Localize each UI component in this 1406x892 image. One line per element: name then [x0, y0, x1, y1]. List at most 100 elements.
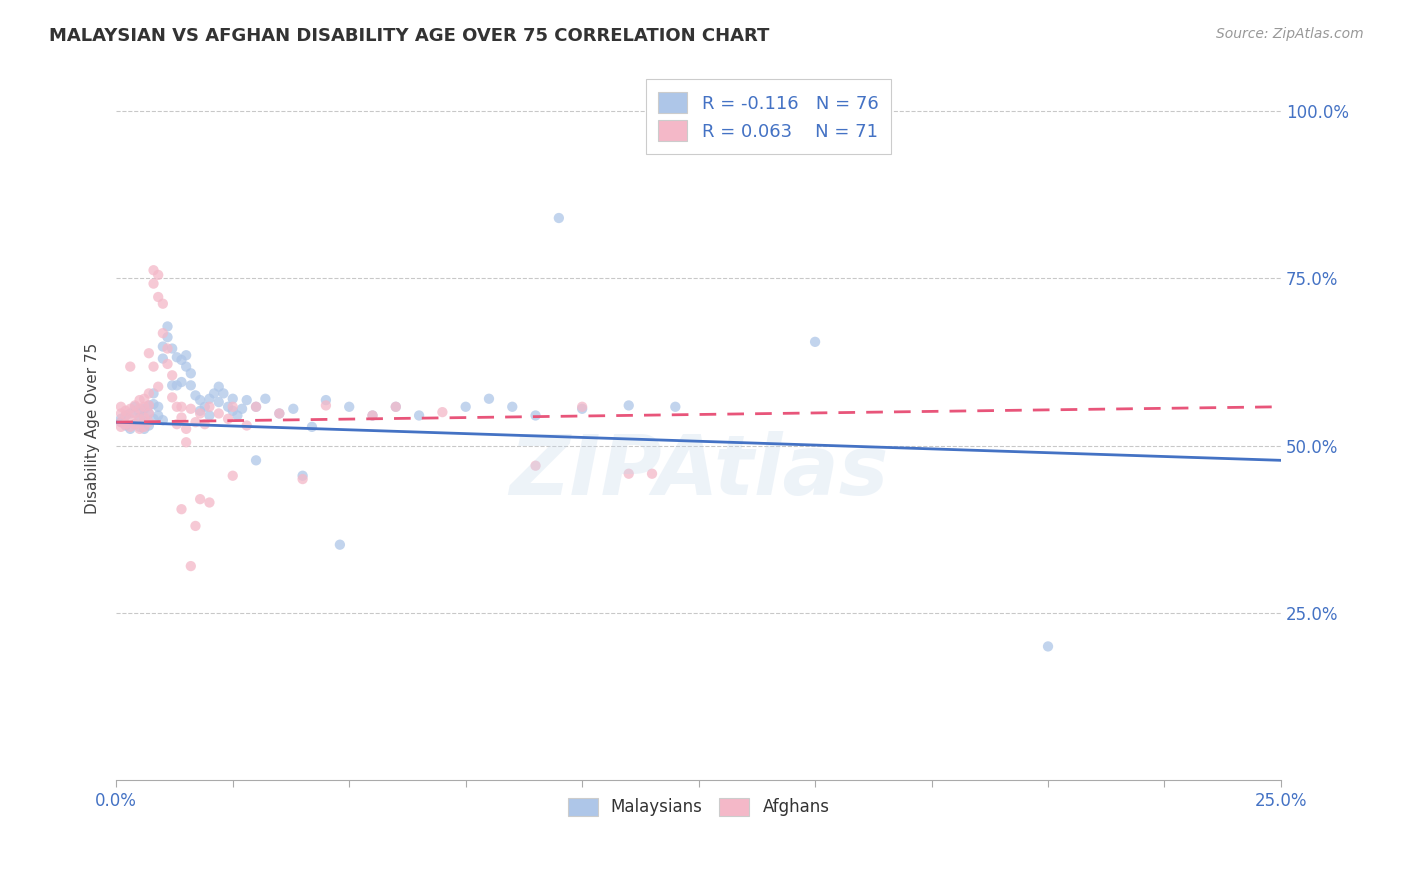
- Point: [235, 418, 257, 433]
- Point: [524, 458, 547, 473]
- Point: [245, 400, 267, 414]
- Point: [110, 400, 132, 414]
- Point: [124, 399, 146, 413]
- Point: [194, 400, 217, 414]
- Point: [361, 409, 384, 423]
- Point: [208, 407, 231, 421]
- Point: [110, 412, 132, 426]
- Point: [180, 367, 202, 381]
- Point: [148, 400, 170, 414]
- Point: [315, 393, 337, 408]
- Point: [128, 420, 150, 434]
- Point: [114, 409, 136, 423]
- Point: [222, 404, 245, 418]
- Point: [1036, 640, 1059, 654]
- Point: [408, 409, 430, 423]
- Y-axis label: Disability Age Over 75: Disability Age Over 75: [86, 343, 100, 515]
- Point: [120, 359, 142, 374]
- Point: [124, 400, 146, 414]
- Point: [120, 401, 142, 416]
- Text: Source: ZipAtlas.com: Source: ZipAtlas.com: [1216, 27, 1364, 41]
- Point: [166, 417, 188, 432]
- Point: [222, 392, 245, 406]
- Point: [188, 407, 211, 421]
- Point: [166, 378, 188, 392]
- Point: [128, 422, 150, 436]
- Point: [138, 407, 160, 421]
- Point: [231, 401, 253, 416]
- Point: [641, 467, 664, 481]
- Point: [170, 400, 193, 414]
- Point: [217, 412, 239, 426]
- Point: [329, 538, 352, 552]
- Point: [337, 400, 360, 414]
- Point: [385, 400, 408, 414]
- Point: [142, 386, 165, 401]
- Point: [160, 391, 183, 405]
- Point: [110, 407, 132, 421]
- Point: [114, 417, 136, 432]
- Point: [124, 417, 146, 432]
- Point: [269, 407, 291, 421]
- Point: [114, 409, 136, 423]
- Point: [124, 417, 146, 432]
- Point: [134, 401, 156, 416]
- Point: [114, 404, 136, 418]
- Point: [142, 397, 165, 411]
- Point: [114, 418, 136, 433]
- Point: [804, 334, 827, 349]
- Point: [315, 399, 337, 413]
- Point: [110, 415, 132, 429]
- Point: [148, 290, 170, 304]
- Point: [571, 400, 593, 414]
- Point: [138, 346, 160, 360]
- Point: [152, 351, 174, 366]
- Point: [212, 386, 235, 401]
- Point: [174, 359, 197, 374]
- Point: [148, 380, 170, 394]
- Legend: Malaysians, Afghans: Malaysians, Afghans: [560, 789, 838, 825]
- Point: [226, 409, 249, 423]
- Point: [188, 492, 211, 507]
- Point: [301, 420, 323, 434]
- Point: [152, 296, 174, 310]
- Point: [138, 399, 160, 413]
- Point: [138, 386, 160, 401]
- Point: [235, 393, 257, 408]
- Point: [120, 420, 142, 434]
- Point: [120, 412, 142, 426]
- Point: [664, 400, 686, 414]
- Point: [110, 420, 132, 434]
- Point: [134, 420, 156, 434]
- Point: [174, 348, 197, 362]
- Point: [142, 359, 165, 374]
- Point: [501, 400, 523, 414]
- Point: [128, 405, 150, 419]
- Point: [170, 410, 193, 425]
- Point: [283, 401, 305, 416]
- Point: [170, 353, 193, 368]
- Point: [166, 400, 188, 414]
- Point: [138, 415, 160, 429]
- Point: [128, 393, 150, 408]
- Point: [454, 400, 477, 414]
- Point: [128, 412, 150, 426]
- Text: ZIPAtlas: ZIPAtlas: [509, 431, 889, 511]
- Point: [160, 378, 183, 392]
- Point: [245, 453, 267, 467]
- Point: [184, 415, 207, 429]
- Point: [156, 319, 179, 334]
- Point: [269, 407, 291, 421]
- Point: [156, 342, 179, 356]
- Point: [478, 392, 501, 406]
- Point: [134, 410, 156, 425]
- Point: [170, 375, 193, 389]
- Point: [134, 400, 156, 414]
- Point: [120, 422, 142, 436]
- Point: [202, 386, 225, 401]
- Point: [156, 330, 179, 344]
- Point: [385, 400, 408, 414]
- Point: [170, 502, 193, 516]
- Point: [617, 399, 640, 413]
- Point: [160, 342, 183, 356]
